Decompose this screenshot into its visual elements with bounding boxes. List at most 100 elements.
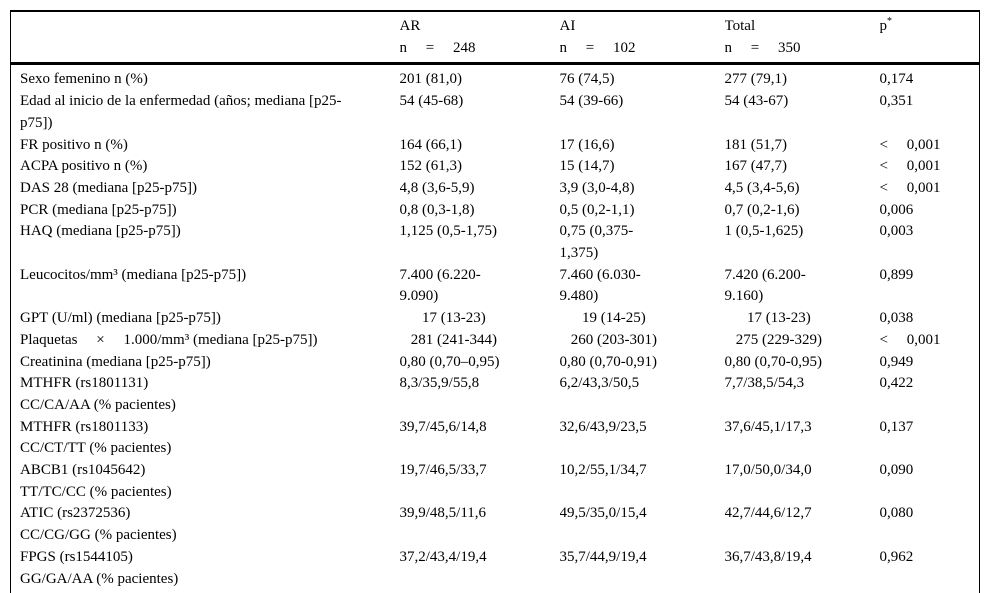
cell-ar: 7.400 (6.220- 9.090)	[399, 266, 481, 305]
cell-ai: 260 (203-301)	[559, 331, 657, 348]
column-header-total: Total n = 350	[724, 11, 880, 66]
row-label: MTHFR (rs1801133) CC/CT/TT (% pacientes)	[20, 418, 172, 457]
cell-p: 0,422	[879, 375, 914, 392]
cell-ar: 39,9/48,5/11,6	[399, 505, 487, 522]
row-label: Leucocitos/mm³ (mediana [p25-p75])	[20, 266, 247, 283]
cell-p: 0,137	[879, 418, 914, 435]
table-body: Sexo femenino n (%) 201 (81,0) 76 (74,5)…	[11, 64, 980, 593]
cell-ai: 54 (39-66)	[559, 93, 624, 110]
table-row-acpa-positivo: ACPA positivo n (%) 152 (61,3) 15 (14,7)…	[11, 156, 980, 178]
row-label: FR positivo n (%)	[20, 136, 128, 153]
cell-p: < 0,001	[879, 179, 941, 196]
cell-total: 4,5 (3,4-5,6)	[724, 179, 800, 196]
column-header-ai: AI n = 102	[559, 11, 725, 66]
cell-total: 7,7/38,5/54,3	[724, 375, 805, 392]
header-row: AR n = 248 AI n = 102 Total n = 350 p*	[10, 11, 980, 66]
table-row-das28: DAS 28 (mediana [p25-p75]) 4,8 (3,6-5,9)…	[11, 178, 980, 200]
cell-total: 17 (13-23)	[724, 310, 811, 327]
cell-ar: 4,8 (3,6-5,9)	[399, 179, 475, 196]
cell-p: 0,006	[879, 201, 914, 218]
cell-ar: 152 (61,3)	[399, 158, 463, 175]
cell-ar: 164 (66,1)	[399, 136, 463, 153]
cell-p: 0,003	[879, 223, 914, 240]
cell-p: 0,080	[879, 505, 914, 522]
clinical-characteristics-table: AR n = 248 AI n = 102 Total n = 350 p* S…	[10, 10, 980, 593]
column-header-p: p*	[879, 11, 980, 66]
table-row-pcr: PCR (mediana [p25-p75]) 0,8 (0,3-1,8) 0,…	[11, 200, 980, 222]
cell-total: 36,7/43,8/19,4	[724, 548, 812, 565]
cell-ai: 76 (74,5)	[559, 71, 615, 88]
cell-ai: 19 (14-25)	[559, 310, 646, 327]
cell-total: 1 (0,5-1,625)	[724, 223, 804, 240]
cell-total: 167 (47,7)	[724, 158, 788, 175]
cell-ai: 49,5/35,0/15,4	[559, 505, 647, 522]
cell-ai: 0,5 (0,2-1,1)	[559, 201, 635, 218]
column-header-ar: AR n = 248	[399, 11, 560, 66]
cell-p: 0,090	[879, 462, 914, 479]
cell-total: 181 (51,7)	[724, 136, 788, 153]
table-row-mthfr-rs1801133: MTHFR (rs1801133) CC/CT/TT (% pacientes)…	[11, 417, 980, 460]
cell-ai: 0,75 (0,375- 1,375)	[559, 223, 634, 262]
cell-p: 0,038	[879, 310, 914, 327]
cell-p: < 0,001	[879, 136, 941, 153]
cell-ai: 6,2/43,3/50,5	[559, 375, 640, 392]
cell-ai: 15 (14,7)	[559, 158, 615, 175]
row-label: ATIC (rs2372536) CC/CG/GG (% pacientes)	[20, 505, 177, 544]
cell-ar: 17 (13-23)	[399, 310, 486, 327]
cell-total: 277 (79,1)	[724, 71, 788, 88]
row-label: GPT (U/ml) (mediana [p25-p75])	[20, 310, 221, 327]
cell-ar: 8,3/35,9/55,8	[399, 375, 480, 392]
row-label: Edad al inicio de la enfermedad (años; m…	[20, 93, 342, 131]
cell-ar: 54 (45-68)	[399, 93, 464, 110]
row-label: HAQ (mediana [p25-p75])	[20, 223, 181, 240]
cell-ai: 35,7/44,9/19,4	[559, 548, 647, 565]
row-label: PCR (mediana [p25-p75])	[20, 201, 177, 218]
table-row-fpgs: FPGS (rs1544105) GG/GA/AA (% pacientes) …	[11, 547, 980, 593]
table-row-sexo-femenino: Sexo femenino n (%) 201 (81,0) 76 (74,5)…	[11, 64, 980, 91]
column-header-empty	[10, 11, 400, 66]
cell-total: 42,7/44,6/12,7	[724, 505, 812, 522]
p-label: p	[879, 18, 888, 34]
table-header: AR n = 248 AI n = 102 Total n = 350 p*	[10, 11, 980, 66]
row-label: DAS 28 (mediana [p25-p75])	[20, 179, 198, 196]
cell-total: 0,80 (0,70-0,95)	[724, 353, 823, 370]
cell-ar: 201 (81,0)	[399, 71, 463, 88]
table-row-haq: HAQ (mediana [p25-p75]) 1,125 (0,5-1,75)…	[11, 221, 980, 264]
cell-ar: 39,7/45,6/14,8	[399, 418, 487, 435]
cell-p: 0,351	[879, 93, 914, 110]
cell-ai: 32,6/43,9/23,5	[559, 418, 647, 435]
cell-ai: 17 (16,6)	[559, 136, 615, 153]
cell-ar: 1,125 (0,5-1,75)	[399, 223, 498, 240]
table-row-leucocitos: Leucocitos/mm³ (mediana [p25-p75]) 7.400…	[11, 265, 980, 308]
cell-p: 0,949	[879, 353, 914, 370]
cell-ar: 0,8 (0,3-1,8)	[399, 201, 475, 218]
cell-ar: 37,2/43,4/19,4	[399, 548, 487, 565]
row-label: Creatinina (mediana [p25-p75])	[20, 353, 211, 370]
table-row-plaquetas: Plaquetas × 1.000/mm³ (mediana [p25-p75]…	[11, 330, 980, 352]
cell-p: 0,174	[879, 71, 914, 88]
cell-p: 0,899	[879, 266, 914, 283]
cell-p: 0,962	[879, 548, 914, 565]
row-label: ACPA positivo n (%)	[20, 158, 148, 175]
cell-total: 0,7 (0,2-1,6)	[724, 201, 800, 218]
cell-ar: 281 (241-344)	[399, 331, 497, 348]
cell-total: 7.420 (6.200- 9.160)	[724, 266, 806, 305]
table-row-fr-positivo: FR positivo n (%) 164 (66,1) 17 (16,6) 1…	[11, 135, 980, 157]
cell-ar: 19,7/46,5/33,7	[399, 462, 487, 479]
p-asterisk-superscript: *	[887, 16, 892, 27]
row-label: Sexo femenino n (%)	[20, 71, 148, 88]
cell-ar: 0,80 (0,70–0,95)	[399, 353, 500, 370]
row-label: MTHFR (rs1801131) CC/CA/AA (% pacientes)	[20, 375, 176, 413]
table-row-creatinina: Creatinina (mediana [p25-p75]) 0,80 (0,7…	[11, 352, 980, 374]
cell-p: < 0,001	[879, 331, 941, 348]
cell-ai: 3,9 (3,0-4,8)	[559, 179, 635, 196]
cell-ai: 10,2/55,1/34,7	[559, 462, 647, 479]
row-label: Plaquetas × 1.000/mm³ (mediana [p25-p75]…	[20, 331, 318, 348]
table-row-atic: ATIC (rs2372536) CC/CG/GG (% pacientes) …	[11, 503, 980, 546]
row-label: ABCB1 (rs1045642) TT/TC/CC (% pacientes)	[20, 462, 172, 500]
table-row-mthfr-rs1801131: MTHFR (rs1801131) CC/CA/AA (% pacientes)…	[11, 373, 980, 416]
table-row-edad-inicio: Edad al inicio de la enfermedad (años; m…	[11, 91, 980, 134]
row-label: FPGS (rs1544105) GG/GA/AA (% pacientes)	[20, 548, 179, 587]
cell-total: 17,0/50,0/34,0	[724, 462, 812, 479]
cell-ai: 0,80 (0,70-0,91)	[559, 353, 658, 370]
